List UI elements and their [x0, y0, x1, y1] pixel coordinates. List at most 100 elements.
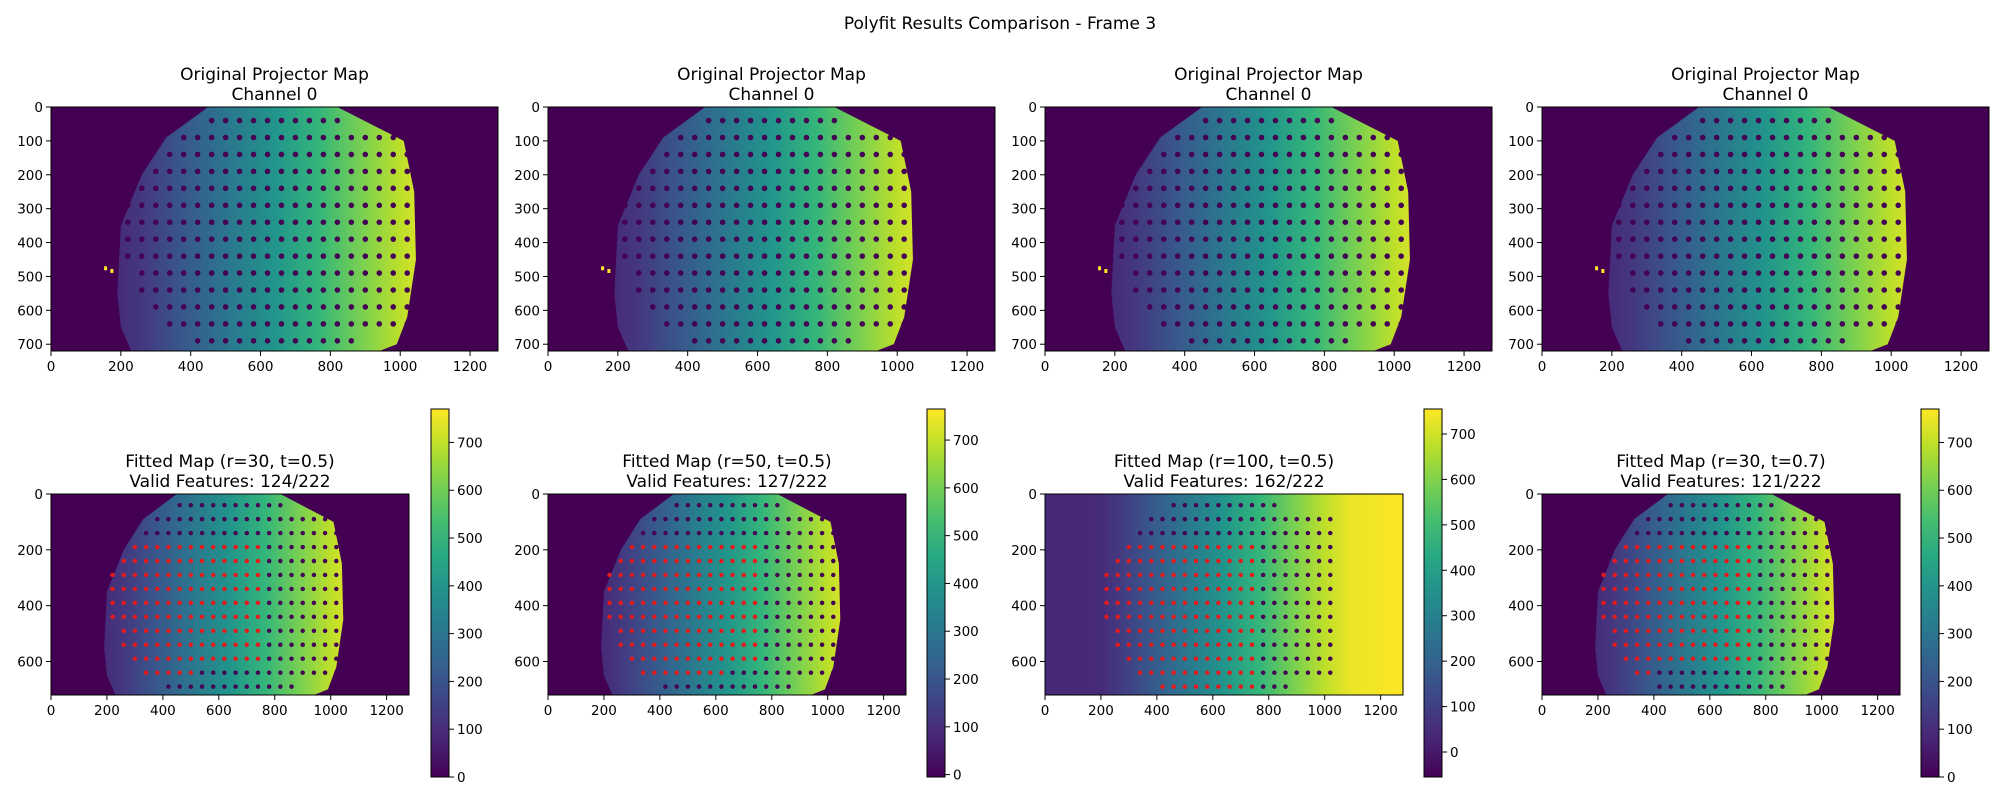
feature-dot	[1802, 600, 1808, 606]
feature-dot	[1272, 558, 1277, 564]
valid-feature-point	[1204, 544, 1210, 550]
feature-dot	[663, 151, 670, 158]
extrapolated-region	[1045, 494, 1107, 695]
feature-dot	[1643, 202, 1650, 209]
valid-feature-point	[1634, 614, 1640, 620]
feature-dot	[362, 202, 369, 209]
feature-dot	[1216, 168, 1223, 175]
feature-dot	[685, 530, 691, 536]
feature-dot	[707, 684, 713, 689]
feature-dot	[1755, 253, 1762, 259]
valid-feature-point	[618, 628, 623, 634]
outlier-pixel	[601, 266, 605, 271]
feature-dot	[1630, 287, 1636, 293]
feature-dot	[125, 236, 131, 242]
axes-frame	[1541, 493, 1901, 696]
feature-dot	[1811, 117, 1818, 124]
valid-feature-point	[244, 628, 250, 634]
feature-dot	[376, 219, 383, 225]
feature-dot	[1895, 321, 1901, 327]
feature-dot	[1780, 572, 1785, 578]
feature-dot	[1853, 236, 1860, 242]
valid-feature-point	[1204, 684, 1210, 689]
valid-feature-point	[132, 600, 138, 606]
feature-dot	[887, 321, 894, 327]
feature-dot	[1657, 236, 1664, 242]
feature-dot	[292, 168, 299, 175]
feature-dot	[1668, 684, 1673, 689]
valid-feature-point	[1137, 628, 1143, 634]
feature-dot	[1769, 202, 1776, 209]
feature-dot	[845, 338, 852, 344]
y-tick-label: 200	[17, 543, 43, 559]
valid-feature-point	[1701, 628, 1707, 634]
feature-dot	[152, 185, 159, 192]
feature-dot	[1657, 185, 1664, 192]
feature-dot	[1813, 600, 1819, 606]
feature-dot	[1260, 572, 1266, 578]
feature-dot	[1741, 253, 1748, 259]
feature-dot	[1671, 134, 1678, 141]
valid-feature-point	[719, 670, 724, 675]
valid-feature-point	[1746, 642, 1752, 647]
feature-dot	[803, 117, 810, 124]
feature-dot	[404, 236, 410, 242]
feature-dot	[1757, 670, 1763, 675]
feature-dot	[733, 270, 740, 276]
feature-dot	[236, 270, 243, 276]
feature-dot	[390, 270, 397, 276]
feature-dot	[1188, 270, 1195, 276]
feature-dot	[208, 253, 215, 259]
feature-dot	[1316, 572, 1322, 578]
valid-feature-point	[629, 558, 635, 564]
feature-dot	[831, 642, 836, 647]
feature-dot	[1769, 628, 1774, 634]
valid-feature-point	[199, 600, 205, 606]
feature-dot	[376, 134, 383, 141]
feature-dot	[1258, 253, 1265, 259]
feature-dot	[1188, 185, 1195, 192]
feature-dot	[1370, 185, 1377, 192]
feature-dot	[1783, 134, 1790, 141]
feature-dot	[334, 287, 341, 293]
valid-feature-point	[719, 614, 724, 620]
feature-dot	[236, 219, 243, 225]
feature-dot	[264, 253, 271, 259]
feature-dot	[808, 544, 814, 550]
feature-dot	[278, 270, 285, 276]
valid-feature-point	[1713, 628, 1718, 634]
feature-dot	[250, 185, 257, 192]
feature-dot	[199, 530, 205, 536]
feature-dot	[1398, 151, 1404, 158]
feature-dot	[1294, 600, 1299, 606]
valid-feature-point	[1701, 656, 1707, 661]
feature-dot	[719, 134, 726, 141]
feature-dot	[1272, 530, 1277, 536]
feature-dot	[1272, 600, 1277, 606]
feature-dots	[125, 117, 410, 344]
feature-dot	[1244, 338, 1251, 344]
feature-dot	[845, 321, 852, 327]
feature-dot	[1741, 117, 1748, 124]
feature-dot	[266, 614, 272, 620]
feature-dot	[1174, 270, 1181, 276]
x-tick-label: 1000	[314, 703, 348, 719]
feature-dot	[300, 600, 305, 606]
feature-dot	[1294, 530, 1299, 536]
feature-dot	[1216, 202, 1223, 209]
feature-dot	[1616, 253, 1622, 259]
feature-dot	[1699, 185, 1706, 192]
feature-dot	[348, 202, 355, 209]
feature-dot	[1328, 628, 1333, 634]
feature-dot	[1328, 614, 1333, 620]
feature-dot	[663, 253, 670, 259]
colorbar-tick-label: 300	[457, 627, 483, 643]
feature-dot	[306, 270, 313, 276]
feature-dot	[1895, 304, 1901, 310]
valid-feature-point	[752, 642, 758, 647]
valid-feature-point	[166, 558, 171, 564]
feature-dot	[166, 168, 173, 175]
feature-dot	[199, 516, 205, 522]
feature-dot	[1230, 236, 1237, 242]
